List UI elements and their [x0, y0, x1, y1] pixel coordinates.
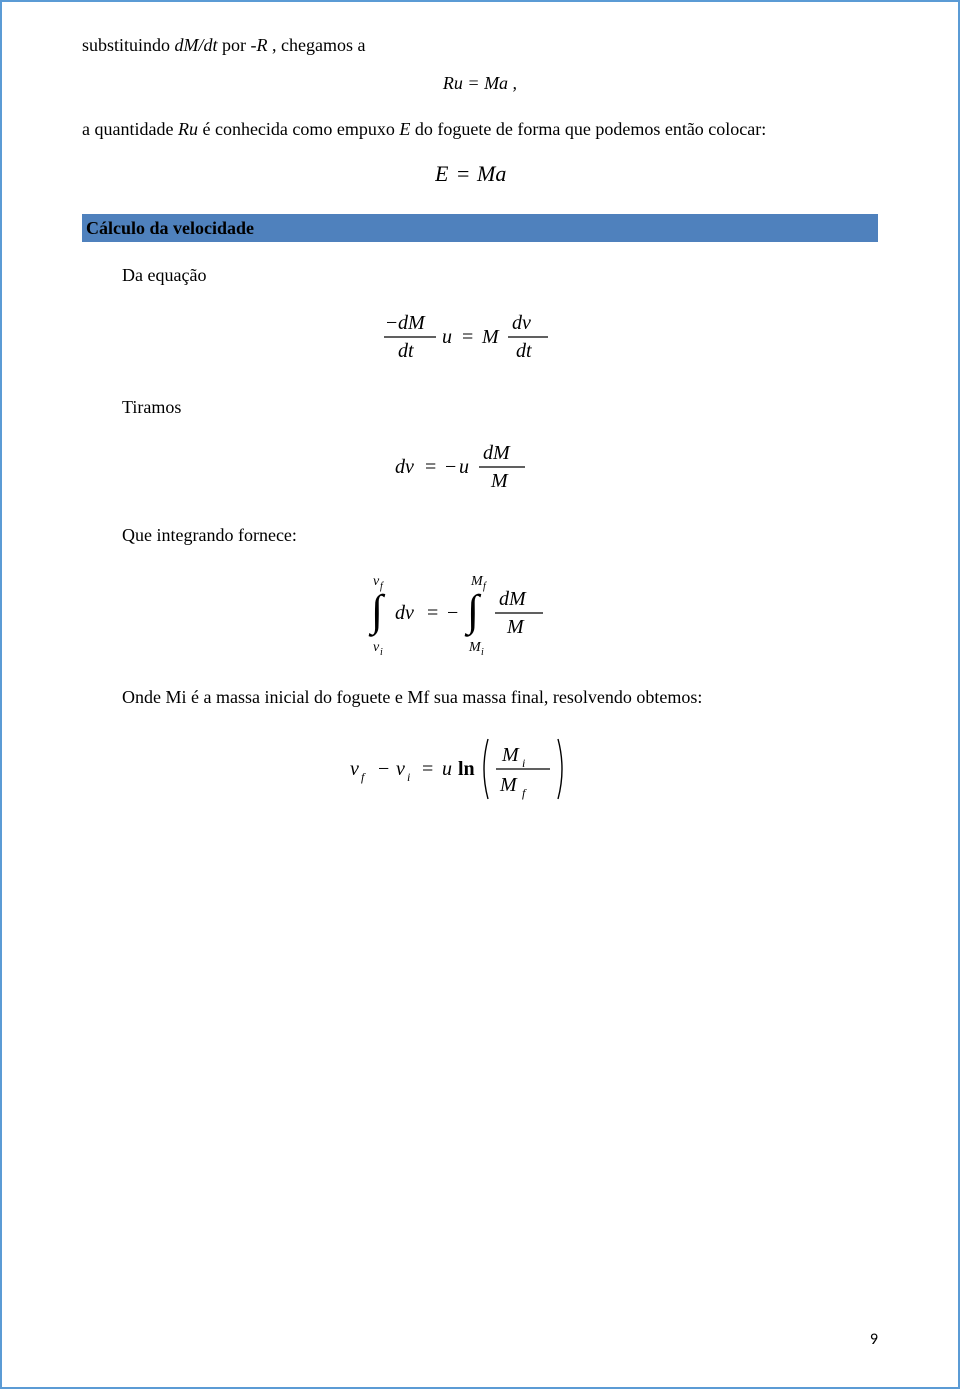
- svg-text:M: M: [499, 774, 518, 796]
- section-heading-text: Cálculo da velocidade: [82, 218, 254, 239]
- svg-text:dv: dv: [512, 312, 531, 334]
- svg-text:v: v: [396, 758, 405, 780]
- text-frag: por -: [218, 35, 257, 55]
- equation-integral: v f ∫ v i dv = − M f ∫ M i dM M: [122, 567, 838, 662]
- section-heading-band: Cálculo da velocidade: [82, 214, 878, 242]
- equation-dm-dt: − dM dt u = M dv dt: [122, 307, 838, 372]
- svg-text:i: i: [522, 756, 525, 770]
- svg-text:−: −: [378, 758, 389, 780]
- content-block-2: Da equação − dM dt u = M dv dt Tiramos d…: [2, 262, 958, 812]
- svg-text:=: =: [422, 758, 433, 780]
- paragraph-quantidade: a quantidade Ru é conhecida como empuxo …: [82, 116, 878, 143]
- svg-text:Ma: Ma: [476, 161, 506, 186]
- svg-text:M: M: [468, 640, 482, 655]
- page-number: 9: [870, 1330, 878, 1349]
- svg-text:u: u: [459, 456, 469, 478]
- paragraph-substituindo: substituindo dM/dt por -R , chegamos a: [82, 32, 878, 59]
- text-frag: do foguete de forma que podemos então co…: [410, 119, 766, 139]
- svg-text:∫: ∫: [464, 586, 482, 637]
- svg-text:dM: dM: [499, 588, 527, 610]
- equation-e-ma: E = Ma: [82, 161, 878, 192]
- svg-text:i: i: [481, 647, 484, 657]
- equation-vf-vi: v f − v i = u ln M i M f: [122, 729, 838, 812]
- page-container: substituindo dM/dt por -R , chegamos a R…: [0, 0, 960, 1389]
- paragraph-onde-mi: Onde Mi é a massa inicial do foguete e M…: [122, 684, 838, 711]
- svg-text:v: v: [350, 758, 359, 780]
- svg-text:dM: dM: [398, 312, 426, 334]
- svg-text:=: =: [425, 456, 436, 478]
- svg-text:M: M: [501, 744, 520, 766]
- svg-text:dt: dt: [516, 340, 532, 362]
- svg-text:ln: ln: [458, 758, 475, 780]
- text-frag: substituindo: [82, 35, 175, 55]
- svg-text:−: −: [445, 456, 456, 478]
- svg-text:=: =: [427, 602, 438, 624]
- svg-text:=: =: [462, 326, 473, 348]
- paragraph-da-equacao: Da equação: [122, 262, 838, 289]
- svg-text:i: i: [380, 647, 383, 657]
- svg-text:i: i: [407, 770, 410, 784]
- equation-dv: dv = − u dM M: [122, 439, 838, 500]
- svg-text:u: u: [442, 326, 452, 348]
- svg-text:−: −: [386, 312, 397, 334]
- svg-text:f: f: [361, 770, 366, 784]
- paragraph-tiramos: Tiramos: [122, 394, 838, 421]
- svg-text:M: M: [481, 326, 500, 348]
- svg-text:f: f: [483, 581, 487, 592]
- content-block-1: substituindo dM/dt por -R , chegamos a R…: [2, 32, 958, 192]
- svg-text:f: f: [522, 786, 527, 800]
- svg-text:dv: dv: [395, 456, 414, 478]
- text-frag-italic: R: [257, 35, 268, 55]
- text-frag-italic: dM/dt: [175, 35, 218, 55]
- svg-text:∫: ∫: [368, 586, 386, 637]
- svg-text:v: v: [373, 640, 380, 655]
- text-frag: a quantidade: [82, 119, 178, 139]
- svg-text:u: u: [442, 758, 452, 780]
- text-frag: é conhecida como empuxo: [198, 119, 399, 139]
- svg-text:dt: dt: [398, 340, 414, 362]
- svg-text:dM: dM: [483, 442, 511, 464]
- svg-text:E: E: [435, 161, 449, 186]
- equation-ru-ma: Ru = Ma ,: [82, 73, 878, 94]
- svg-text:−: −: [447, 602, 458, 624]
- svg-text:M: M: [506, 616, 525, 638]
- svg-text:dv: dv: [395, 602, 414, 624]
- text-frag: , chegamos a: [268, 35, 366, 55]
- text-frag-italic: Ru: [178, 119, 198, 139]
- paragraph-integrando: Que integrando fornece:: [122, 522, 838, 549]
- text-frag-italic: E: [399, 119, 410, 139]
- svg-text:M: M: [490, 470, 509, 492]
- svg-text:=: =: [457, 161, 469, 186]
